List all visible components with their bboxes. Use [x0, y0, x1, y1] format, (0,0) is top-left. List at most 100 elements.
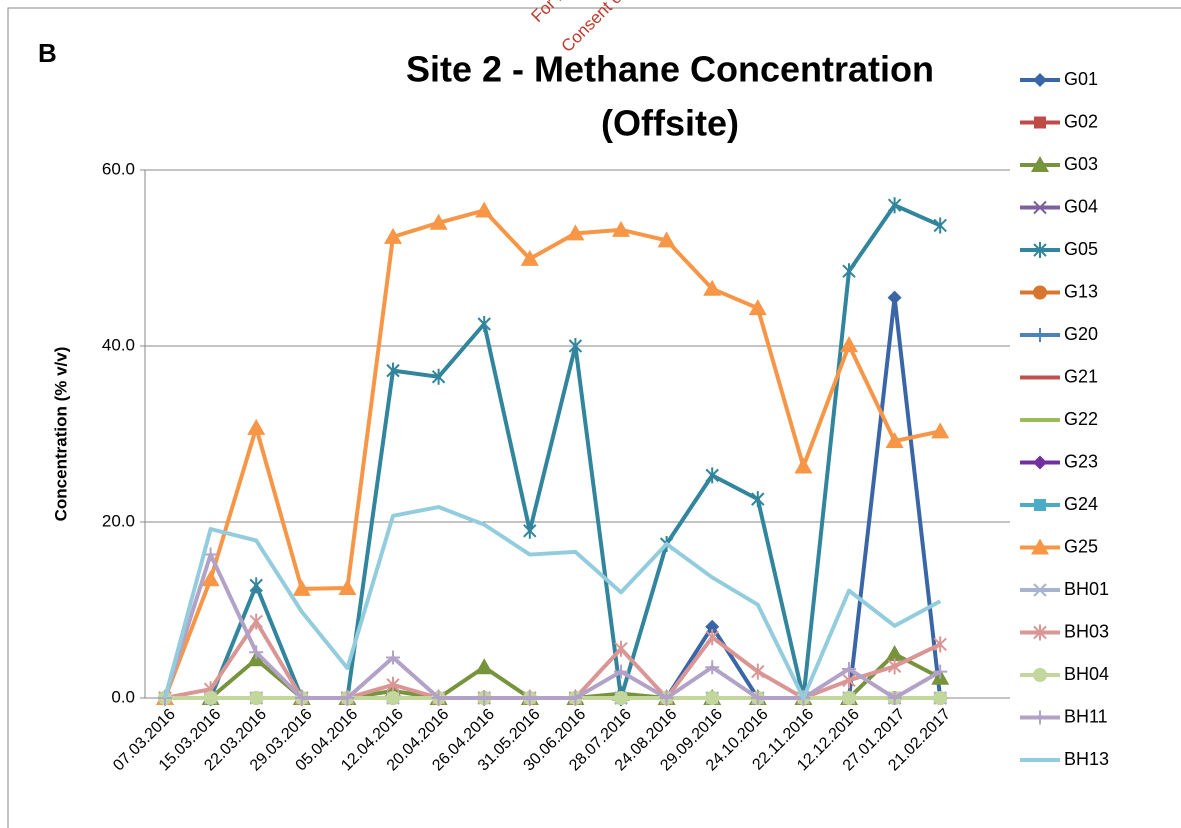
marker — [705, 660, 720, 675]
marker — [477, 316, 491, 332]
marker — [1033, 455, 1047, 470]
marker — [933, 664, 948, 679]
legend-label: BH11 — [1064, 706, 1108, 726]
marker — [933, 691, 948, 705]
marker — [386, 362, 400, 379]
marker — [201, 570, 220, 587]
marker — [614, 640, 628, 657]
marker — [340, 691, 355, 705]
marker — [751, 491, 765, 508]
marker — [703, 279, 722, 296]
marker — [249, 645, 264, 660]
series-line — [163, 208, 941, 699]
marker — [477, 691, 492, 705]
legend-label: G03 — [1064, 154, 1098, 174]
marker — [748, 299, 767, 316]
marker — [614, 664, 628, 679]
marker — [568, 691, 583, 705]
chart-frame — [7, 7, 1181, 828]
series: BH13 — [163, 505, 1109, 769]
marker — [475, 658, 494, 675]
marker — [794, 457, 813, 474]
marker — [1033, 200, 1047, 215]
marker — [523, 522, 537, 539]
marker — [885, 432, 904, 449]
marker — [614, 691, 628, 705]
series-line — [165, 203, 942, 700]
marker — [568, 338, 583, 354]
marker — [1033, 242, 1047, 258]
marker — [294, 691, 309, 705]
legend-label: G25 — [1064, 536, 1098, 556]
marker — [292, 579, 311, 596]
y-tick-label: 0.0 — [111, 687, 135, 706]
legend-label: G21 — [1064, 366, 1098, 386]
marker — [1033, 583, 1047, 597]
marker — [887, 691, 902, 705]
marker — [1031, 538, 1049, 555]
marker — [751, 663, 765, 680]
panel-label: B — [38, 38, 57, 68]
marker — [1034, 116, 1046, 129]
legend-label: G13 — [1064, 281, 1098, 301]
marker — [842, 661, 856, 676]
marker — [887, 290, 902, 305]
y-tick-label: 60.0 — [102, 159, 135, 178]
marker — [750, 691, 765, 705]
marker — [247, 418, 266, 435]
marker — [1034, 499, 1046, 511]
marker — [612, 220, 630, 237]
legend-label: BH04 — [1064, 664, 1109, 684]
marker — [203, 691, 218, 705]
series: BH04 — [158, 664, 1109, 705]
legend-label: G20 — [1064, 324, 1098, 344]
series-line — [163, 505, 942, 700]
marker — [566, 224, 585, 241]
marker — [1033, 285, 1047, 300]
legend-label: G04 — [1064, 196, 1098, 216]
marker — [705, 691, 720, 705]
marker — [1033, 328, 1047, 342]
marker — [429, 213, 448, 230]
marker — [431, 368, 446, 385]
marker — [842, 691, 856, 705]
marker — [705, 619, 720, 634]
marker — [1031, 156, 1049, 172]
marker — [249, 613, 263, 630]
legend-label: G24 — [1064, 494, 1098, 514]
marker — [1033, 668, 1047, 682]
marker — [842, 263, 856, 280]
legend-label: G22 — [1064, 409, 1098, 429]
legend-label: BH13 — [1064, 749, 1109, 769]
marker — [887, 658, 902, 675]
marker — [887, 197, 902, 214]
legend-label: G02 — [1064, 111, 1098, 131]
legend-label: G23 — [1064, 451, 1098, 471]
marker — [386, 650, 400, 665]
series-line — [163, 552, 942, 700]
marker — [705, 629, 719, 646]
marker — [386, 676, 400, 693]
marker — [249, 691, 264, 705]
marker — [249, 577, 263, 594]
marker — [931, 422, 950, 439]
marker — [520, 249, 539, 266]
marker — [384, 227, 402, 244]
marker — [705, 467, 719, 484]
marker — [659, 691, 674, 705]
y-tick-label: 40.0 — [102, 335, 135, 354]
marker — [338, 579, 357, 595]
marker — [1033, 624, 1047, 641]
series: BH11 — [158, 547, 1108, 726]
marker — [840, 336, 858, 353]
marker — [1033, 710, 1047, 725]
chart-title: Site 2 - Methane Concentration — [406, 49, 934, 90]
marker — [203, 547, 218, 562]
marker — [386, 691, 400, 705]
marker — [431, 691, 446, 705]
legend-label: G01 — [1064, 69, 1098, 89]
marker — [933, 636, 947, 653]
marker — [475, 201, 494, 218]
